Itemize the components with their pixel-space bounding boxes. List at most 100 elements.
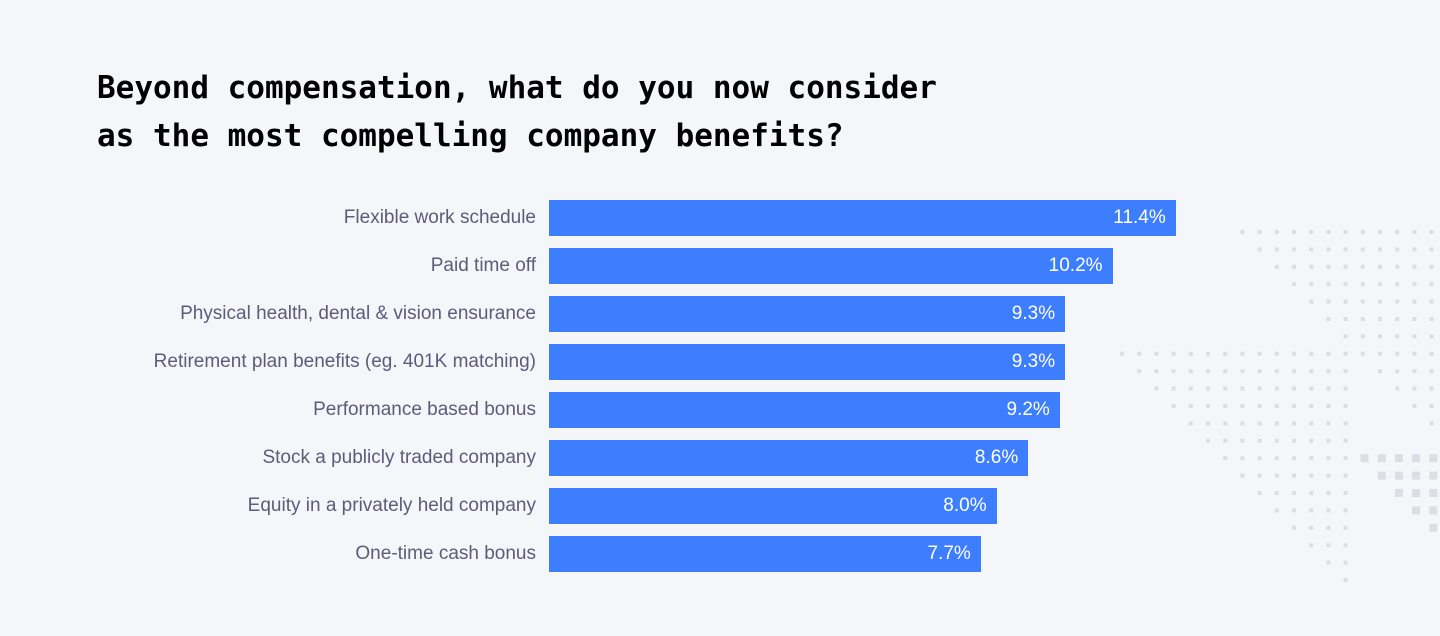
dot [1326,473,1331,478]
dot [1257,491,1262,495]
bar: 8.0% [549,488,997,524]
dot [1292,491,1296,495]
dot [1429,421,1434,426]
dot [1395,351,1400,356]
dot [1326,404,1331,408]
dot [1274,438,1279,443]
dot [1292,404,1296,408]
dot [1394,489,1403,497]
bar: 7.7% [549,536,981,572]
dot [1154,369,1159,374]
dot [1257,456,1262,461]
dot [1206,421,1210,426]
dot [1326,543,1331,548]
dot [1257,247,1262,252]
dot [1378,369,1382,374]
dot [1343,578,1348,582]
dot [1378,264,1382,269]
dot [1326,264,1331,269]
dot [1326,491,1331,495]
dot [1360,230,1365,234]
dot [1429,523,1438,532]
dot [1326,386,1331,391]
dot [1429,247,1434,252]
dot [1343,369,1348,374]
value-label: 9.2% [1006,399,1050,420]
category-label: Equity in a privately held company [247,495,536,516]
dot [1223,386,1228,391]
dot [1292,473,1296,478]
dot [1378,334,1382,339]
dot [1171,369,1176,374]
dot [1309,543,1314,548]
dot [1223,456,1228,461]
dot [1412,317,1417,321]
dot [1188,351,1193,356]
value-label: 10.2% [1048,255,1103,276]
dot [1309,404,1314,408]
bar: 8.6% [549,440,1029,476]
dot [1309,421,1314,426]
dot [1326,438,1331,443]
dot [1274,386,1279,391]
dot [1206,438,1210,443]
dot [1429,317,1434,321]
dot [1395,317,1400,321]
dot [1395,264,1400,269]
dot [1343,282,1348,287]
dot [1412,471,1421,480]
dot [1412,299,1417,304]
dot [1274,473,1279,478]
dot [1206,404,1210,408]
dot [1360,454,1369,463]
dot [1343,473,1348,478]
dot [1394,454,1403,463]
dot [1171,386,1176,391]
dot [1309,282,1314,287]
dot [1240,473,1245,478]
dot [1343,230,1348,234]
dot [1223,438,1228,443]
dot [1274,264,1279,269]
dot [1343,317,1348,321]
dot [1377,471,1386,480]
dot [1292,247,1296,252]
dot [1378,247,1382,252]
dot [1412,404,1417,408]
bar-row: Equity in a privately held company 8.0% [0,488,1440,524]
dot [1395,282,1400,287]
dot [1412,386,1417,391]
category-label: One-time cash bonus [355,543,536,564]
dot [1326,317,1331,321]
dot [1188,369,1193,374]
bar-row: One-time cash bonus 7.7% [0,536,1440,572]
dot [1343,334,1348,339]
dot [1343,351,1348,356]
dot [1343,386,1348,391]
dot [1429,471,1438,480]
dot [1326,369,1331,374]
dot [1429,454,1438,463]
dot [1343,404,1348,408]
dot [1257,421,1262,426]
chart-title-line-1: Beyond compensation, what do you now con… [97,70,937,106]
dot [1412,506,1421,515]
dot [1274,456,1279,461]
bar-row: Physical health, dental & vision ensuran… [0,296,1440,332]
dot [1206,369,1210,374]
chart-title: Beyond compensation, what do you now con… [97,64,937,160]
dot [1240,351,1245,356]
dot [1326,282,1331,287]
dot [1274,247,1279,252]
dot [1412,334,1417,339]
dot [1412,369,1417,374]
category-label: Retirement plan benefits (eg. 401K match… [153,351,536,372]
dot [1378,299,1382,304]
dot [1395,386,1400,391]
dot [1240,369,1245,374]
dot [1120,351,1124,356]
dot [1395,369,1400,374]
dot [1343,264,1348,269]
dot [1240,438,1245,443]
dot [1429,230,1434,234]
